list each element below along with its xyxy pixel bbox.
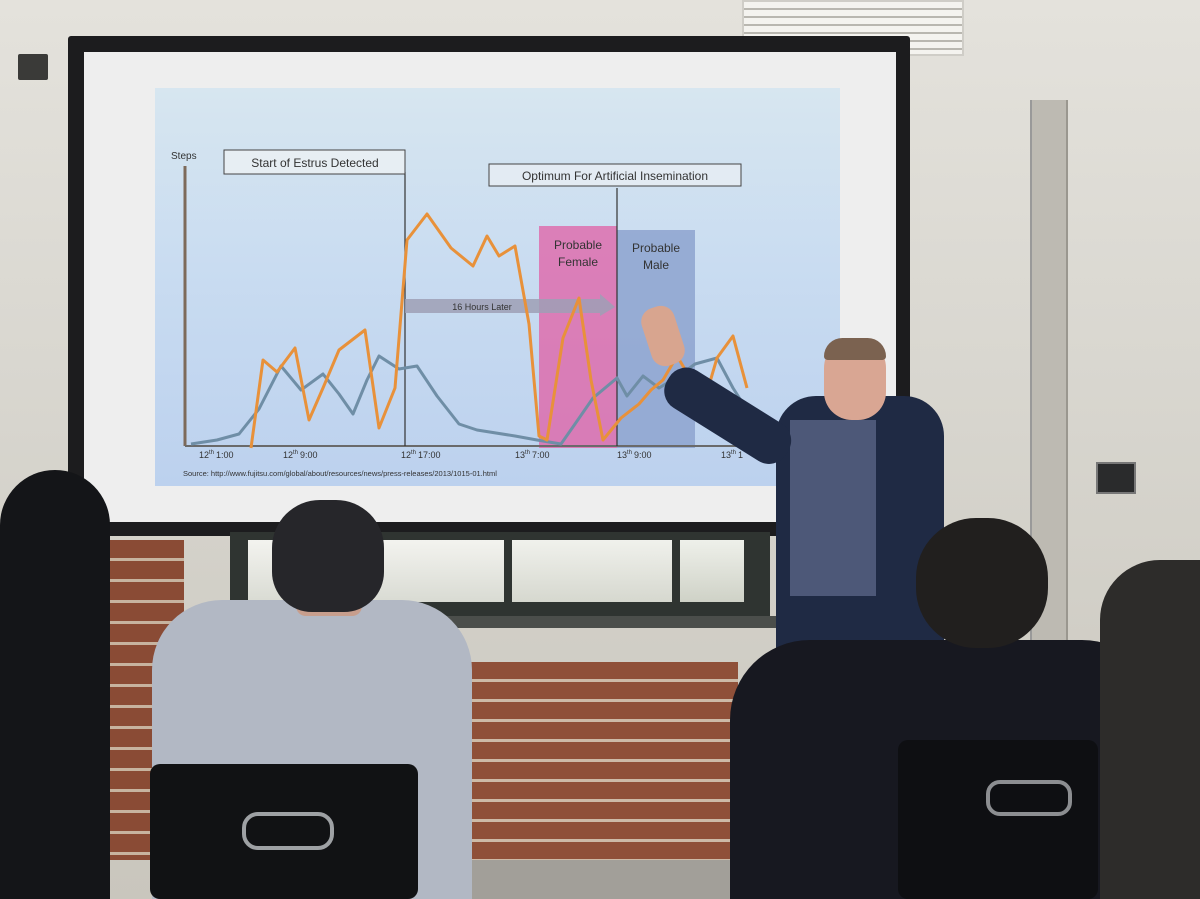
audience-member-far-right (1100, 560, 1200, 899)
audience-member-right-head (916, 518, 1048, 648)
audience-member-head (272, 500, 384, 612)
y-axis-label: Steps (171, 151, 197, 162)
activity-series-line (190, 354, 749, 446)
steps-series-line (249, 212, 749, 449)
insemination-label: Optimum For Artificial Insemination (522, 169, 708, 183)
tick-label-4: 13th 7:00 (515, 450, 550, 460)
slide-source: Source: http://www.fujitsu.com/global/ab… (183, 469, 497, 478)
chair-back-right (898, 740, 1098, 899)
tick-label-6: 13th 1 (721, 450, 743, 460)
tick-label-3: 12th 17:00 (401, 450, 441, 460)
chair-back (150, 764, 418, 899)
floor (460, 860, 780, 899)
wall-sensor (18, 54, 48, 80)
chair-handle (242, 812, 334, 850)
presenter-shirt (790, 420, 876, 596)
audience-member-left (0, 470, 110, 899)
window-pane (512, 540, 672, 602)
female-region-label-2: Female (558, 255, 598, 269)
tick-label-5: 13th 9:00 (617, 450, 652, 460)
insemination-label-box (488, 163, 742, 187)
brick-fireplace (466, 662, 738, 862)
estrus-label-box (223, 149, 406, 175)
chair-handle-right (986, 780, 1072, 816)
presenter-hair (824, 338, 886, 360)
tick-label-2: 12th 9:00 (283, 450, 318, 460)
estrus-label: Start of Estrus Detected (251, 156, 378, 170)
male-region-label-1: Probable (632, 241, 680, 255)
male-region-label-2: Male (643, 258, 669, 272)
female-region-label-1: Probable (554, 238, 602, 252)
16-hours-arrow (405, 294, 615, 316)
16-hours-label: 16 Hours Later (452, 302, 512, 312)
wall-control-panel (1096, 462, 1136, 494)
window-pane (680, 540, 744, 602)
tick-label-1: 12th 1:00 (199, 450, 234, 460)
